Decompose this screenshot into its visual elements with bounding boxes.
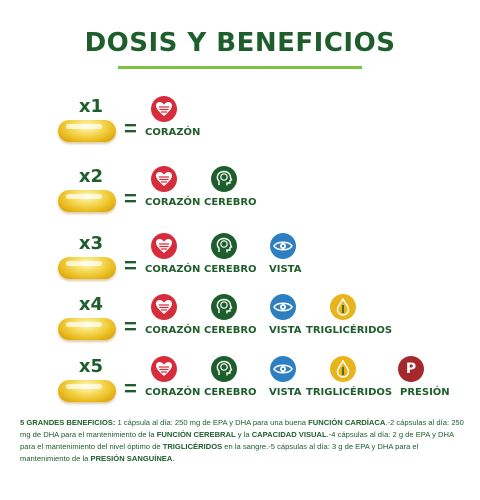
benefits-description: 5 GRANDES BENEFICIOS: 1 cápsula al día: …	[20, 417, 464, 465]
heart-icon	[151, 356, 177, 382]
footer-text: .-4 cápsulas al día: 2 g de EPA y DHA pa…	[20, 430, 454, 451]
benefit-label: VISTA	[269, 387, 302, 398]
benefit-label: TRIGLICÉRIDOS	[306, 387, 393, 398]
capsule-icon	[58, 190, 116, 212]
capsule-icon	[58, 120, 116, 142]
head-brain-icon	[211, 356, 237, 382]
eye-icon	[270, 294, 296, 320]
capsule-icon	[58, 380, 116, 402]
benefit-label: CORAZÓN	[145, 264, 201, 275]
eye-icon	[270, 356, 296, 382]
footer-heading: 5 GRANDES BENEFICIOS:	[20, 418, 116, 427]
dose-row-1: x1 = CORAZÓN	[0, 96, 480, 156]
benefit-label: CORAZÓN	[145, 325, 201, 336]
footer-text: y la	[235, 430, 252, 439]
footer-highlight: PRESIÓN SANGUÍNEA	[90, 454, 173, 463]
footer-text: .-2 cápsulas al día: 250 mg de DHA para …	[20, 418, 464, 439]
drop-icon	[330, 356, 356, 382]
equals-sign: =	[124, 186, 137, 211]
benefit-label: CEREBRO	[204, 197, 257, 208]
benefit-label: CEREBRO	[204, 387, 257, 398]
benefit-label: CORAZÓN	[145, 197, 201, 208]
drop-icon	[330, 294, 356, 320]
presion-letter: P	[405, 361, 417, 377]
footer-text: en la sangre.-5 cápsulas al día: 3 g de …	[20, 442, 419, 463]
dose-row-4: x4 = CORAZÓN CEREBRO VISTA TRIGLICÉRIDOS	[0, 294, 480, 354]
dose-row-5: x5 = CORAZÓN CEREBRO VISTA TRIGLICÉRIDOS…	[0, 356, 480, 416]
equals-sign: =	[124, 376, 137, 401]
benefit-label: CORAZÓN	[145, 127, 201, 138]
dose-multiplier: x3	[78, 233, 104, 254]
footer-highlight: TRIGLICÉRIDOS	[162, 442, 223, 451]
letter-p-icon: P	[398, 356, 424, 382]
dose-multiplier: x2	[78, 166, 104, 187]
equals-sign: =	[124, 253, 137, 278]
benefit-label: CEREBRO	[204, 264, 257, 275]
heart-icon	[151, 294, 177, 320]
dose-multiplier: x1	[78, 96, 104, 117]
benefit-label: VISTA	[269, 325, 302, 336]
benefit-label: VISTA	[269, 264, 302, 275]
heart-icon	[151, 233, 177, 259]
footer-highlight: CAPACIDAD VISUAL	[251, 430, 327, 439]
heart-icon	[151, 96, 177, 122]
footer-text: .	[172, 454, 175, 463]
benefit-label: TRIGLICÉRIDOS	[306, 325, 393, 336]
dose-multiplier: x5	[78, 356, 104, 377]
dose-row-3: x3 = CORAZÓN CEREBRO VISTA	[0, 233, 480, 293]
capsule-icon	[58, 318, 116, 340]
benefit-label: CEREBRO	[204, 325, 257, 336]
footer-highlight: FUNCIÓN CEREBRAL	[156, 430, 236, 439]
footer-highlight: FUNCIÓN CARDÍACA	[308, 418, 386, 427]
capsule-icon	[58, 257, 116, 279]
page-title: DOSIS Y BENEFICIOS	[84, 28, 396, 58]
heart-icon	[151, 166, 177, 192]
benefit-label: PRESIÓN	[400, 387, 450, 398]
dose-row-2: x2 = CORAZÓN CEREBRO	[0, 166, 480, 226]
footer-text: 1 cápsula al día: 250 mg de EPA y DHA pa…	[115, 418, 309, 427]
eye-icon	[270, 233, 296, 259]
equals-sign: =	[124, 116, 137, 141]
head-brain-icon	[211, 166, 237, 192]
benefit-label: CORAZÓN	[145, 387, 201, 398]
dose-multiplier: x4	[78, 294, 104, 315]
title-underline	[118, 66, 362, 69]
head-brain-icon	[211, 233, 237, 259]
head-brain-icon	[211, 294, 237, 320]
equals-sign: =	[124, 314, 137, 339]
